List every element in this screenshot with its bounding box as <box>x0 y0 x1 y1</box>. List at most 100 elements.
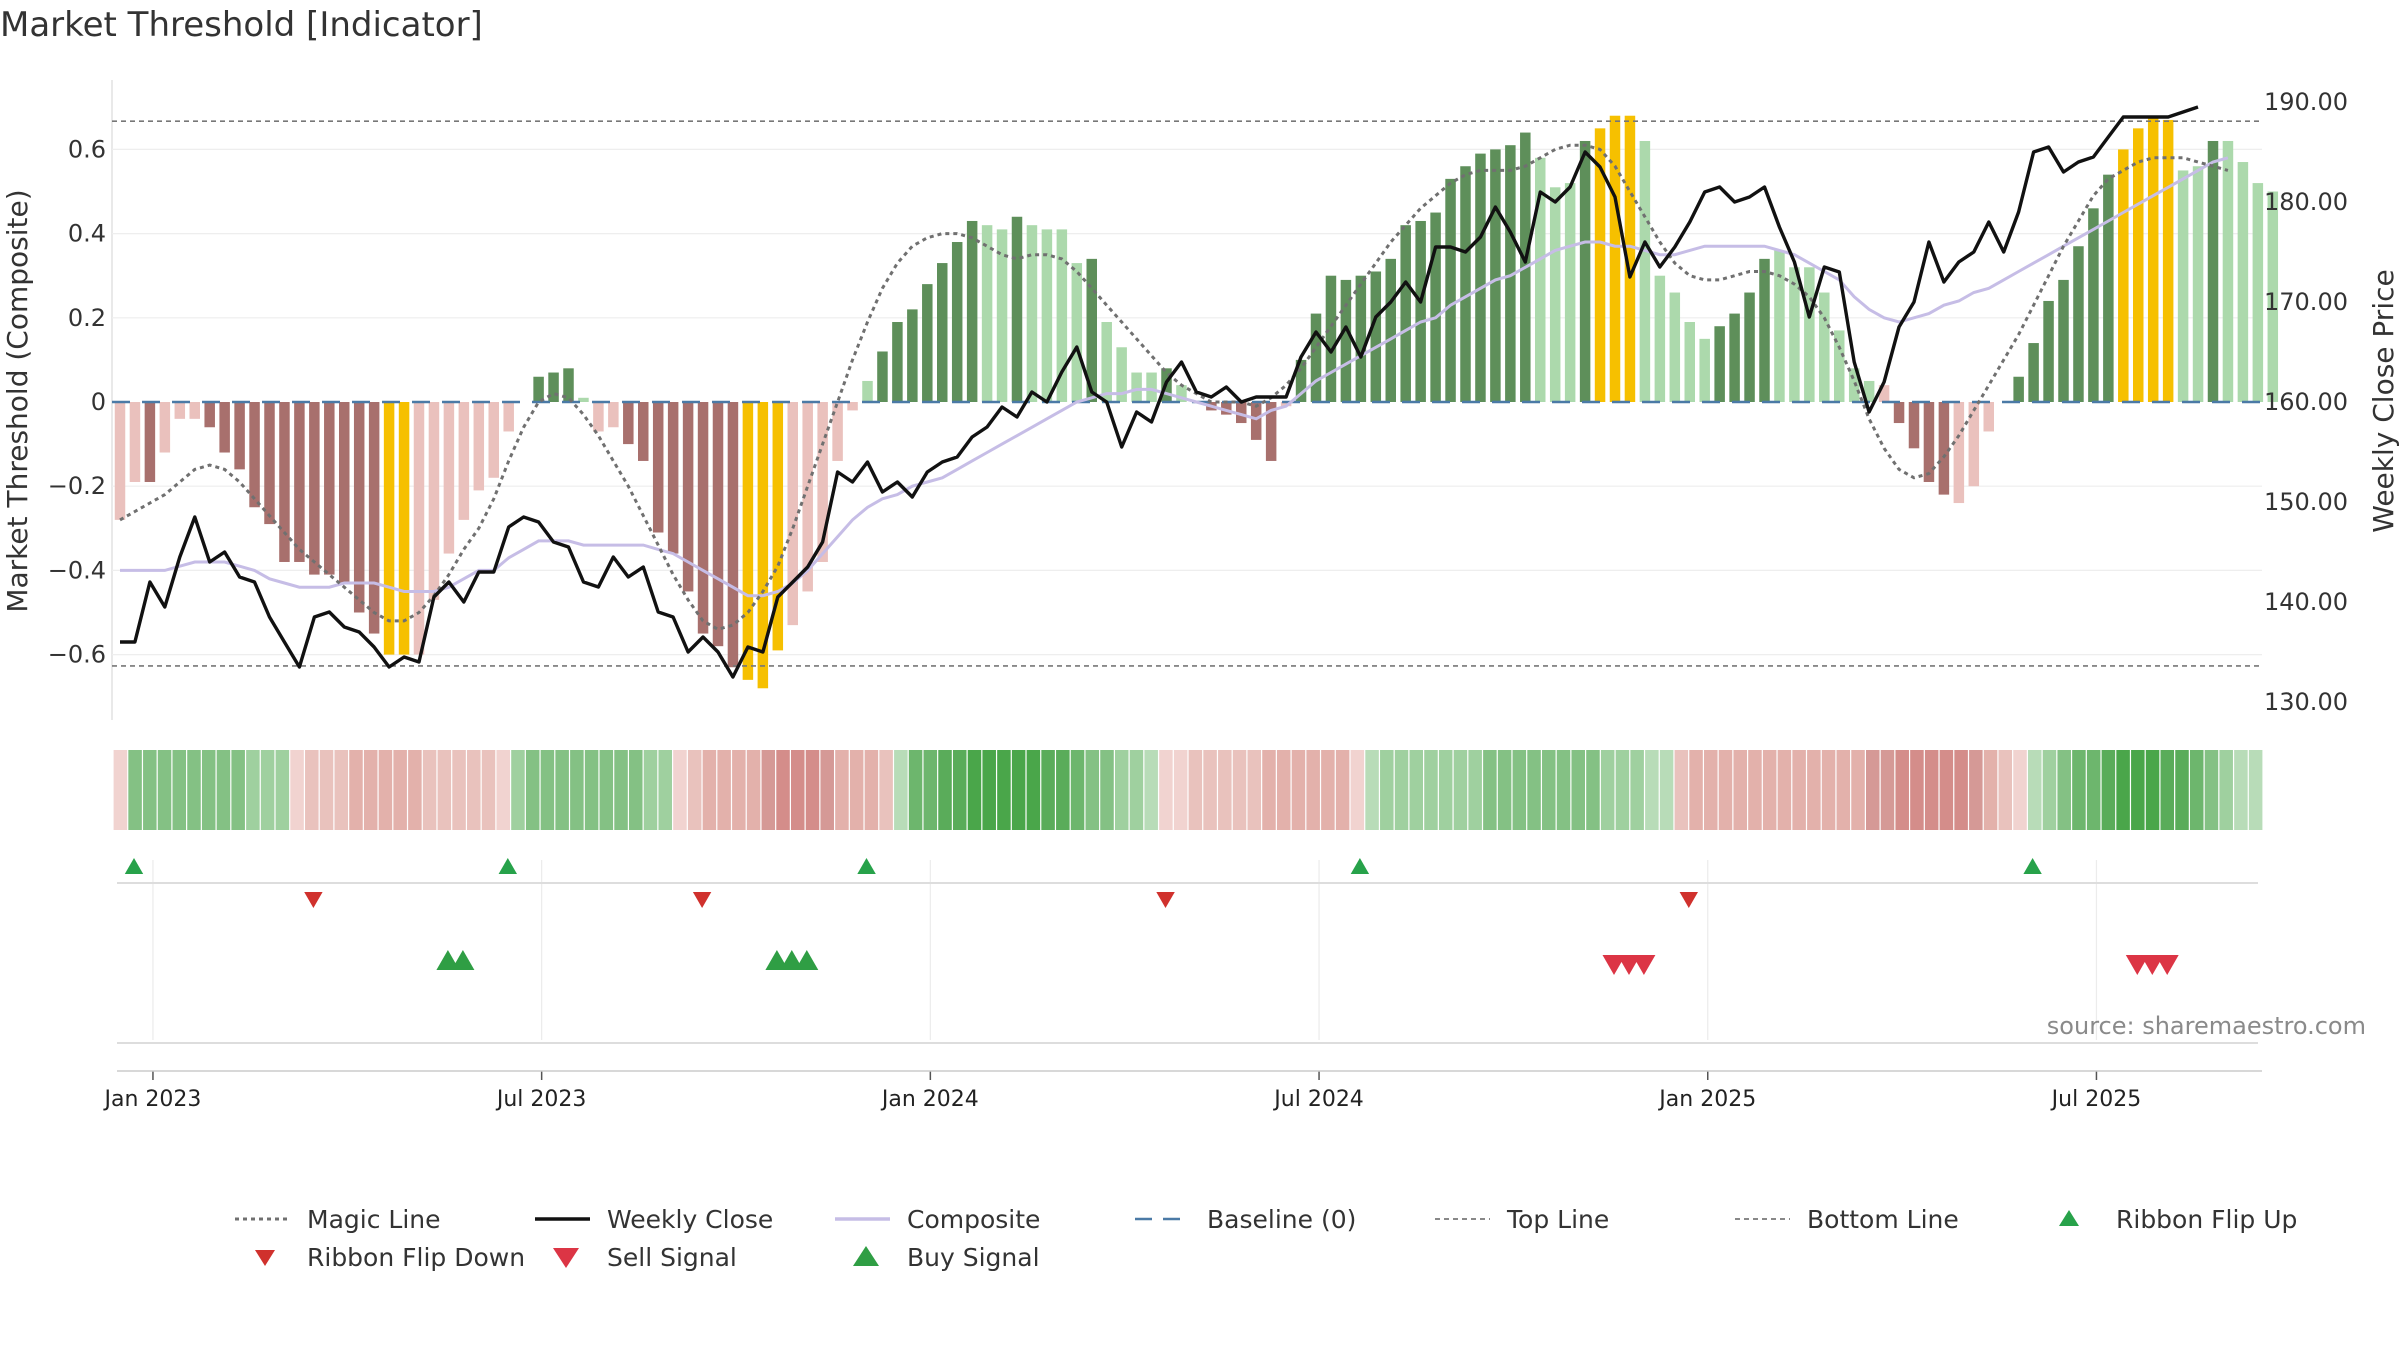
ribbon-segment <box>540 750 555 830</box>
ribbon-segment <box>967 750 982 830</box>
composite-bar <box>294 402 305 562</box>
composite-bar <box>1624 115 1636 402</box>
weekly-close-line <box>120 105 2199 679</box>
ribbon-segment <box>1512 750 1527 830</box>
ribbon-segment <box>143 750 157 830</box>
legend-label: Ribbon Flip Down <box>307 1243 525 1272</box>
composite-bar <box>1280 402 1292 407</box>
composite-bar <box>1146 372 1157 402</box>
composite-bar <box>1086 258 1097 402</box>
composite-bar <box>413 402 425 655</box>
ribbon-segment <box>1983 750 1998 830</box>
ribbon-segment <box>1291 750 1306 830</box>
composite-bar <box>1415 220 1426 402</box>
y-left-tick-label: 0.4 <box>68 220 106 248</box>
composite-bar <box>1310 313 1322 402</box>
legend-item: Buy Signal <box>853 1243 1040 1272</box>
y-axis-right-label: Weekly Close Price <box>2367 269 2400 532</box>
sell-signal-marker <box>2155 955 2179 975</box>
composite-bar <box>2267 191 2279 402</box>
composite-bar <box>712 402 724 647</box>
sell-signal-marker <box>1617 955 1641 975</box>
ribbon-segment <box>938 750 952 830</box>
ribbon-segment <box>908 750 923 830</box>
ribbon-segment <box>1659 750 1674 830</box>
ribbon-segment <box>1969 750 1983 830</box>
composite-bar <box>742 402 754 680</box>
y-right-tick-label: 180.00 <box>2264 188 2348 216</box>
chart-title: Market Threshold [Indicator] <box>0 5 483 45</box>
ribbon-segment <box>687 750 702 830</box>
composite-line <box>120 156 2229 598</box>
ribbon-segment <box>835 750 849 830</box>
legend-item: Magic Line <box>235 1205 441 1234</box>
composite-bar <box>1071 263 1083 402</box>
ribbon-segment <box>1247 750 1262 830</box>
ribbon-segment <box>378 750 393 830</box>
ribbon-segment <box>2042 750 2057 830</box>
ribbon-segment <box>1468 750 1482 830</box>
composite-bar <box>1639 140 1651 403</box>
legend-swatch-sell-icon <box>553 1248 579 1268</box>
composite-bar <box>1609 115 1621 402</box>
composite-bar <box>174 402 186 419</box>
composite-bar <box>1370 271 1382 402</box>
ribbon-segment <box>319 750 334 830</box>
legend-label: Top Line <box>1506 1205 1609 1234</box>
sell-signal-marker <box>2140 955 2164 975</box>
composite-bar <box>309 402 320 575</box>
composite-bar <box>847 402 858 411</box>
ribbon-segment <box>511 750 525 830</box>
ribbon-segment <box>1807 750 1821 830</box>
ribbon-segment <box>260 750 275 830</box>
composite-bar <box>204 402 215 428</box>
ribbon-segment <box>1821 750 1836 830</box>
ribbon-segment <box>1306 750 1320 830</box>
buy-signal-marker <box>780 950 804 970</box>
ribbon-segment <box>1630 750 1644 830</box>
ribbon-segment <box>1748 750 1762 830</box>
ribbon-segment <box>1144 750 1158 830</box>
composite-bar <box>682 402 694 592</box>
ribbon-segment <box>1321 750 1335 830</box>
ribbon-segment <box>334 750 349 830</box>
composite-bar <box>2043 300 2054 402</box>
composite-bar <box>2103 174 2114 402</box>
composite-bar <box>2162 119 2174 403</box>
composite-bar <box>907 309 918 402</box>
composite-bar <box>279 402 290 562</box>
ribbon-segment <box>525 750 540 830</box>
composite-bar <box>473 402 485 491</box>
ribbon-segment <box>2027 750 2042 830</box>
ribbon-segment <box>1939 750 1954 830</box>
ribbon-segment <box>2101 750 2116 830</box>
composite-bar <box>1983 402 1994 432</box>
composite-bar <box>862 380 873 402</box>
ribbon-segment <box>1203 750 1217 830</box>
composite-bar <box>1968 402 1980 487</box>
composite-bar <box>608 402 619 428</box>
composite-bar <box>1011 216 1023 402</box>
x-tick-label: Jan 2024 <box>880 1087 979 1112</box>
ribbon-segment <box>776 750 790 830</box>
composite-bar <box>219 402 230 453</box>
composite-bar <box>2118 149 2129 402</box>
ribbon-flip-up-marker <box>857 858 876 874</box>
ribbon-segment <box>1350 750 1365 830</box>
ribbon-segment <box>1276 750 1291 830</box>
ribbon-segment <box>1910 750 1924 830</box>
ribbon-segment <box>1954 750 1968 830</box>
ribbon-segment <box>1556 750 1571 830</box>
ribbon-segment <box>1070 750 1085 830</box>
composite-bar <box>623 402 634 445</box>
ribbon-segment <box>849 750 864 830</box>
ribbon-segment <box>2189 750 2204 830</box>
ribbon-segment <box>2219 750 2233 830</box>
composite-bar <box>2088 208 2099 402</box>
y-right-tick-label: 140.00 <box>2264 588 2348 616</box>
ribbon-segment <box>1335 750 1350 830</box>
composite-bar <box>1505 145 1516 402</box>
ribbon-segment <box>1026 750 1041 830</box>
y-left-tick-label: 0.6 <box>68 135 106 163</box>
ribbon-segment <box>1674 750 1689 830</box>
